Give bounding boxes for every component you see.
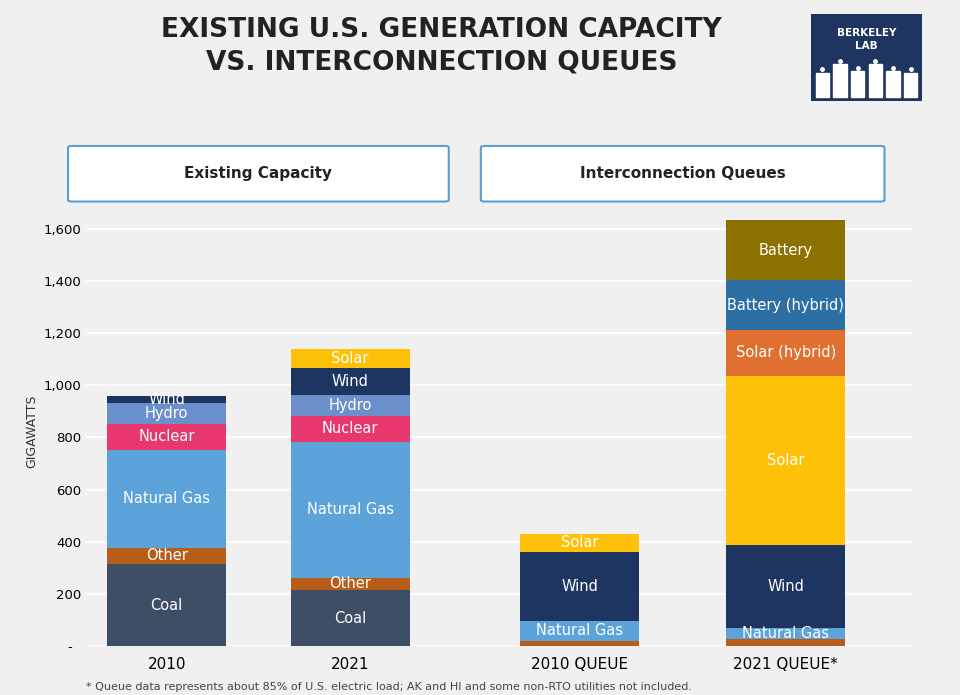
Bar [107, 564, 227, 646]
Text: Coal: Coal [151, 598, 182, 613]
Text: Natural Gas: Natural Gas [742, 626, 829, 641]
Bar [726, 639, 846, 646]
Bar [291, 442, 410, 578]
Text: Solar: Solar [561, 535, 598, 550]
Bar [886, 71, 900, 97]
Bar [726, 375, 846, 546]
Text: Natural Gas: Natural Gas [306, 502, 394, 517]
Bar [726, 546, 846, 628]
Text: Coal: Coal [334, 611, 367, 626]
Text: Interconnection Queues: Interconnection Queues [580, 166, 785, 181]
Bar [816, 73, 828, 97]
Bar [291, 395, 410, 416]
Bar [726, 330, 846, 375]
Text: Nuclear: Nuclear [322, 421, 378, 436]
Bar [726, 220, 846, 280]
Text: Natural Gas: Natural Gas [536, 623, 623, 638]
Bar [291, 368, 410, 395]
Bar [291, 590, 410, 646]
Bar [107, 450, 227, 548]
Bar [726, 628, 846, 639]
Bar [520, 534, 639, 552]
Text: Wind: Wind [561, 579, 598, 594]
Bar [107, 396, 227, 404]
Text: Solar: Solar [331, 351, 369, 366]
Text: Other: Other [329, 576, 372, 591]
Text: Hydro: Hydro [145, 406, 188, 421]
Text: BERKELEY: BERKELEY [837, 28, 896, 38]
Text: Other: Other [146, 548, 187, 564]
Bar [520, 621, 639, 641]
Bar [107, 548, 227, 564]
Bar [107, 404, 227, 424]
Text: Wind: Wind [767, 579, 804, 594]
Bar [833, 64, 847, 97]
Bar [291, 416, 410, 442]
Text: EXISTING U.S. GENERATION CAPACITY
VS. INTERCONNECTION QUEUES: EXISTING U.S. GENERATION CAPACITY VS. IN… [161, 17, 722, 75]
Bar [291, 578, 410, 590]
Text: Hydro: Hydro [328, 398, 372, 413]
Text: LAB: LAB [855, 41, 877, 51]
Bar [520, 552, 639, 621]
Text: Battery (hybrid): Battery (hybrid) [728, 297, 844, 313]
Bar [869, 64, 882, 97]
Text: Wind: Wind [148, 392, 185, 407]
Text: Wind: Wind [332, 374, 369, 389]
FancyBboxPatch shape [68, 146, 448, 202]
Text: Natural Gas: Natural Gas [123, 491, 210, 507]
Text: * Queue data represents about 85% of U.S. electric load; AK and HI and some non-: * Queue data represents about 85% of U.S… [86, 682, 692, 692]
Text: Existing Capacity: Existing Capacity [184, 166, 332, 181]
Bar [291, 349, 410, 368]
Bar [107, 424, 227, 450]
FancyBboxPatch shape [481, 146, 884, 202]
Y-axis label: GIGAWATTS: GIGAWATTS [25, 394, 38, 468]
Bar [851, 71, 864, 97]
Bar [520, 641, 639, 646]
Text: Battery: Battery [758, 243, 813, 258]
Bar [904, 73, 917, 97]
Text: Solar: Solar [767, 453, 804, 468]
Text: Solar (hybrid): Solar (hybrid) [735, 345, 836, 360]
Bar [726, 280, 846, 330]
Text: Nuclear: Nuclear [138, 430, 195, 444]
